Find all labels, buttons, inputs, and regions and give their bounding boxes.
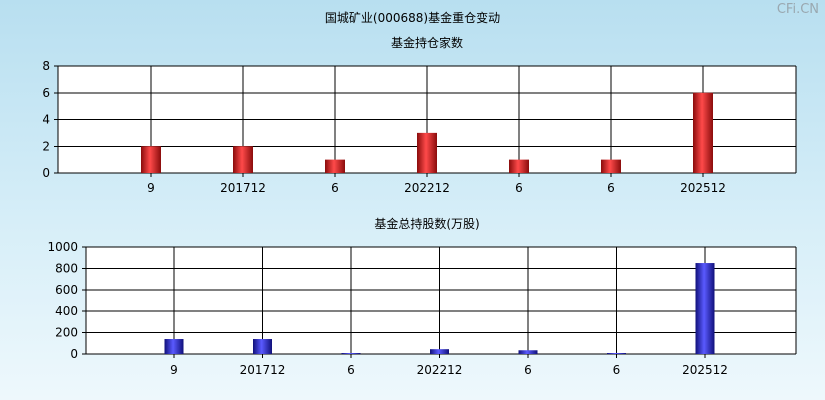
y-tick-label: 1000 — [47, 240, 78, 254]
x-tick-label: 201712 — [240, 363, 286, 377]
y-tick-label: 0 — [70, 347, 78, 361]
bar-6 — [601, 159, 621, 173]
x-tick-label: 6 — [613, 363, 621, 377]
y-tick-label: 2 — [42, 139, 50, 153]
x-tick-label: 6 — [607, 181, 615, 195]
bar-5 — [518, 350, 538, 354]
bar-2 — [253, 339, 272, 354]
bar-1 — [164, 339, 184, 354]
bar-4 — [430, 349, 449, 354]
y-tick-label: 0 — [42, 166, 50, 180]
page-title: 国城矿业(000688)基金重仓变动 — [324, 11, 501, 25]
x-tick-label: 6 — [524, 363, 532, 377]
y-tick-label: 400 — [55, 304, 78, 318]
y-tick-label: 600 — [55, 283, 78, 297]
x-tick-label: 9 — [170, 363, 178, 377]
chart-1: 基金持仓家数 0 2 4 6 8 9 201712 6 202212 6 6 202512 — [42, 35, 797, 195]
bar-1 — [141, 146, 161, 173]
y-tick-label: 800 — [55, 261, 78, 275]
x-tick-label: 202212 — [417, 363, 463, 377]
bar-7 — [693, 92, 713, 173]
x-tick-label: 202512 — [680, 181, 726, 195]
plot-area — [86, 247, 796, 354]
x-tick-label: 9 — [147, 181, 155, 195]
y-tick-label: 6 — [42, 86, 50, 100]
x-tick-label: 202212 — [404, 181, 450, 195]
y-tick-label: 8 — [42, 59, 50, 73]
y-tick-label: 4 — [42, 113, 50, 127]
bar-6 — [607, 353, 626, 354]
bar-7 — [695, 263, 715, 354]
x-tick-label: 6 — [331, 181, 339, 195]
bar-4 — [417, 132, 437, 173]
bar-3 — [325, 159, 345, 173]
bar-5 — [509, 159, 529, 173]
x-tick-label: 201712 — [220, 181, 266, 195]
bar-2 — [233, 146, 253, 173]
chart-title: 基金持仓家数 — [391, 35, 463, 50]
x-tick-label: 6 — [347, 363, 355, 377]
y-tick-label: 200 — [55, 326, 78, 340]
watermark-logo: CFi.CN — [776, 2, 819, 17]
x-tick-label: 202512 — [682, 363, 728, 377]
x-tick-label: 6 — [515, 181, 523, 195]
chart-2: 基金总持股数(万股) 0 200 400 600 800 1000 9 201712 6 20221… — [47, 216, 797, 377]
bar-3 — [341, 353, 361, 354]
chart-title: 基金总持股数(万股) — [374, 216, 479, 231]
